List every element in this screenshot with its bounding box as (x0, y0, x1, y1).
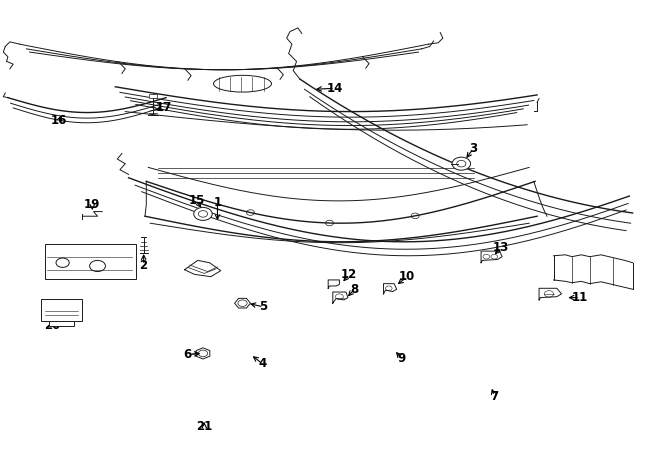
Circle shape (194, 207, 212, 220)
Text: 13: 13 (493, 241, 509, 254)
Text: 6: 6 (184, 348, 192, 361)
Text: 9: 9 (398, 352, 406, 365)
Text: 19: 19 (84, 198, 100, 211)
Text: 4: 4 (258, 357, 266, 370)
Circle shape (452, 157, 471, 170)
Text: 11: 11 (572, 291, 588, 304)
Text: 18: 18 (57, 264, 72, 277)
Text: 20: 20 (45, 319, 61, 332)
Text: 5: 5 (260, 300, 268, 313)
Ellipse shape (214, 75, 272, 92)
Polygon shape (384, 284, 397, 294)
Polygon shape (481, 251, 502, 263)
Text: 21: 21 (196, 420, 212, 433)
Text: 15: 15 (188, 194, 204, 207)
Text: 17: 17 (156, 101, 171, 114)
FancyBboxPatch shape (45, 244, 136, 279)
Text: 10: 10 (399, 270, 415, 283)
Text: 8: 8 (351, 283, 358, 296)
Text: 3: 3 (469, 142, 477, 155)
Text: 16: 16 (51, 114, 67, 127)
Text: 12: 12 (341, 268, 357, 281)
Text: 2: 2 (140, 259, 148, 272)
FancyBboxPatch shape (41, 299, 82, 321)
FancyBboxPatch shape (149, 94, 157, 98)
FancyBboxPatch shape (49, 321, 74, 326)
Text: 1: 1 (214, 196, 221, 209)
Text: 14: 14 (327, 82, 343, 95)
Polygon shape (328, 280, 339, 288)
Polygon shape (185, 260, 221, 277)
Polygon shape (333, 292, 348, 303)
Polygon shape (539, 288, 561, 300)
Text: 7: 7 (490, 390, 498, 403)
